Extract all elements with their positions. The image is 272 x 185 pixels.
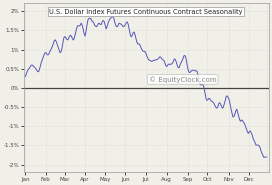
Text: U.S. Dollar Index Futures Continuous Contract Seasonality: U.S. Dollar Index Futures Continuous Con… [49, 9, 243, 15]
Text: © EquityClock.com: © EquityClock.com [149, 76, 217, 83]
